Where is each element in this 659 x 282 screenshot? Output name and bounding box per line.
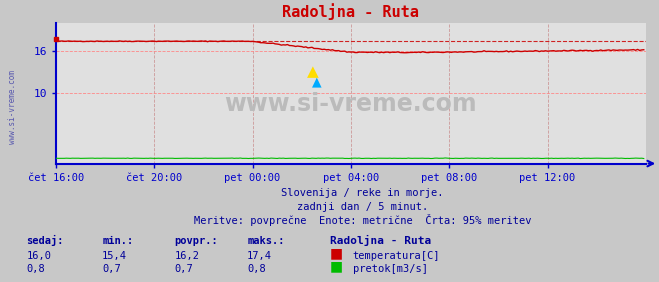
Text: povpr.:: povpr.:: [175, 236, 218, 246]
Text: www.si-vreme.com: www.si-vreme.com: [225, 92, 477, 116]
Text: 0,8: 0,8: [26, 264, 45, 274]
Text: maks.:: maks.:: [247, 236, 285, 246]
Text: www.si-vreme.com: www.si-vreme.com: [8, 70, 17, 144]
Text: 17,4: 17,4: [247, 251, 272, 261]
Text: 16,0: 16,0: [26, 251, 51, 261]
Text: 15,4: 15,4: [102, 251, 127, 261]
Text: Slovenija / reke in morje.: Slovenija / reke in morje.: [281, 188, 444, 198]
Text: 0,8: 0,8: [247, 264, 266, 274]
Text: Radoljna - Ruta: Radoljna - Ruta: [330, 235, 431, 246]
Text: 16,2: 16,2: [175, 251, 200, 261]
Text: zadnji dan / 5 minut.: zadnji dan / 5 minut.: [297, 202, 428, 212]
Text: Meritve: povprečne  Enote: metrične  Črta: 95% meritev: Meritve: povprečne Enote: metrične Črta:…: [194, 214, 531, 226]
Text: 0,7: 0,7: [102, 264, 121, 274]
Text: ▲: ▲: [312, 75, 322, 88]
Text: ▲: ▲: [306, 64, 318, 80]
Text: 0,7: 0,7: [175, 264, 193, 274]
Text: ■: ■: [330, 260, 343, 274]
Text: min.:: min.:: [102, 236, 133, 246]
Text: sedaj:: sedaj:: [26, 235, 64, 246]
Text: temperatura[C]: temperatura[C]: [353, 251, 440, 261]
Text: ■: ■: [330, 246, 343, 260]
Title: Radoljna - Ruta: Radoljna - Ruta: [283, 3, 419, 20]
Text: pretok[m3/s]: pretok[m3/s]: [353, 264, 428, 274]
